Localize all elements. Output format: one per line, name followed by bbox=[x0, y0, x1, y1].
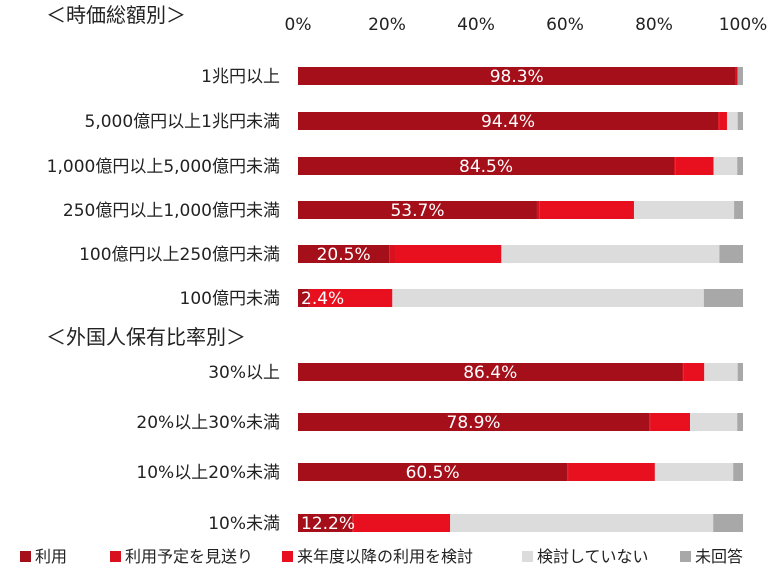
bar-segment bbox=[650, 413, 691, 431]
bar-segment bbox=[298, 289, 309, 307]
bar-segment bbox=[734, 201, 743, 219]
data-label: 60.5% bbox=[406, 463, 460, 483]
bar-segment bbox=[713, 514, 743, 532]
bar-segment bbox=[719, 245, 743, 263]
bar-segment bbox=[298, 112, 719, 130]
bar-segment bbox=[308, 289, 311, 307]
bar-segment bbox=[737, 413, 743, 431]
bar-segment bbox=[690, 413, 738, 431]
bar-segment bbox=[450, 514, 714, 532]
bar-segment bbox=[718, 112, 720, 130]
bar-segment bbox=[733, 463, 743, 481]
data-label: 78.9% bbox=[447, 413, 501, 433]
legend-label: 検討していない bbox=[537, 547, 649, 566]
x-tick-label: 40% bbox=[457, 15, 495, 35]
legend-label: 利用 bbox=[35, 547, 67, 566]
category-label: 10%未満 bbox=[208, 514, 280, 534]
legend-swatch bbox=[110, 551, 121, 562]
bar-segment bbox=[649, 413, 651, 431]
x-tick-label: 80% bbox=[635, 15, 673, 35]
category-label: 5,000億円以上1兆円未満 bbox=[85, 112, 280, 132]
bar-segment bbox=[737, 157, 743, 175]
category-label: 30%以上 bbox=[208, 363, 280, 383]
bar-segment bbox=[501, 245, 720, 263]
bar-segment bbox=[298, 245, 390, 263]
data-label: 84.5% bbox=[459, 157, 513, 177]
data-label: 20.5% bbox=[317, 245, 371, 265]
bar-segment bbox=[737, 67, 743, 85]
bar-segment bbox=[675, 157, 714, 175]
bar-segment bbox=[726, 112, 738, 130]
bar-segment bbox=[719, 112, 727, 130]
legend-swatch bbox=[680, 551, 691, 562]
bar-segment bbox=[298, 67, 736, 85]
data-label: 53.7% bbox=[390, 201, 444, 221]
bar-segment bbox=[298, 157, 675, 175]
x-tick-label: 100% bbox=[719, 15, 768, 35]
data-label: 86.4% bbox=[463, 363, 517, 383]
bar-segment bbox=[310, 289, 393, 307]
bar-segment bbox=[735, 67, 738, 85]
legend-swatch bbox=[522, 551, 533, 562]
category-label: 1,000億円以上5,000億円未満 bbox=[47, 157, 280, 177]
bar-segment bbox=[568, 463, 655, 481]
bar-segment bbox=[392, 289, 704, 307]
bar-segment bbox=[703, 289, 743, 307]
bar-segment bbox=[353, 514, 451, 532]
x-tick-label: 20% bbox=[368, 15, 406, 35]
bar-segment bbox=[737, 363, 743, 381]
category-label: 20%以上30%未満 bbox=[136, 413, 280, 433]
category-label: 1兆円以上 bbox=[201, 67, 280, 87]
data-label: 94.4% bbox=[481, 112, 535, 132]
bar-segment bbox=[298, 463, 568, 481]
bar-segment bbox=[539, 201, 634, 219]
legend-label: 利用予定を見送り bbox=[125, 547, 253, 566]
category-label: 100億円以上250億円未満 bbox=[79, 245, 280, 265]
bar-segment bbox=[674, 157, 676, 175]
bar-segment bbox=[683, 363, 705, 381]
bar-segment bbox=[352, 514, 354, 532]
legend-swatch bbox=[282, 551, 293, 562]
category-label: 250億円以上1,000億円未満 bbox=[63, 201, 280, 221]
bar-segment bbox=[536, 201, 540, 219]
bar-segment bbox=[704, 363, 738, 381]
bar-segment bbox=[633, 201, 735, 219]
bar-segment bbox=[713, 157, 738, 175]
bar-segment bbox=[298, 201, 537, 219]
bar-segment bbox=[567, 463, 569, 481]
group-title: ＜時価総額別＞ bbox=[46, 3, 186, 27]
bar-segment bbox=[737, 112, 743, 130]
category-label: 100億円未満 bbox=[180, 289, 280, 309]
bar-segment bbox=[389, 245, 396, 263]
bar-segment bbox=[298, 514, 353, 532]
data-label: 12.2% bbox=[301, 514, 355, 534]
data-label: 98.3% bbox=[490, 67, 544, 87]
bar-segment bbox=[654, 463, 734, 481]
data-label: 2.4% bbox=[301, 289, 344, 309]
bar-segment bbox=[298, 413, 650, 431]
legend-label: 来年度以降の利用を検討 bbox=[297, 547, 473, 566]
legend-label: 未回答 bbox=[695, 547, 743, 566]
x-tick-label: 60% bbox=[546, 15, 584, 35]
group-title: ＜外国人保有比率別＞ bbox=[46, 325, 246, 349]
legend-swatch bbox=[20, 551, 31, 562]
bar-segment bbox=[682, 363, 684, 381]
x-tick-label: 0% bbox=[285, 15, 312, 35]
category-label: 10%以上20%未満 bbox=[136, 463, 280, 483]
bar-segment bbox=[298, 363, 683, 381]
bar-segment bbox=[395, 245, 502, 263]
